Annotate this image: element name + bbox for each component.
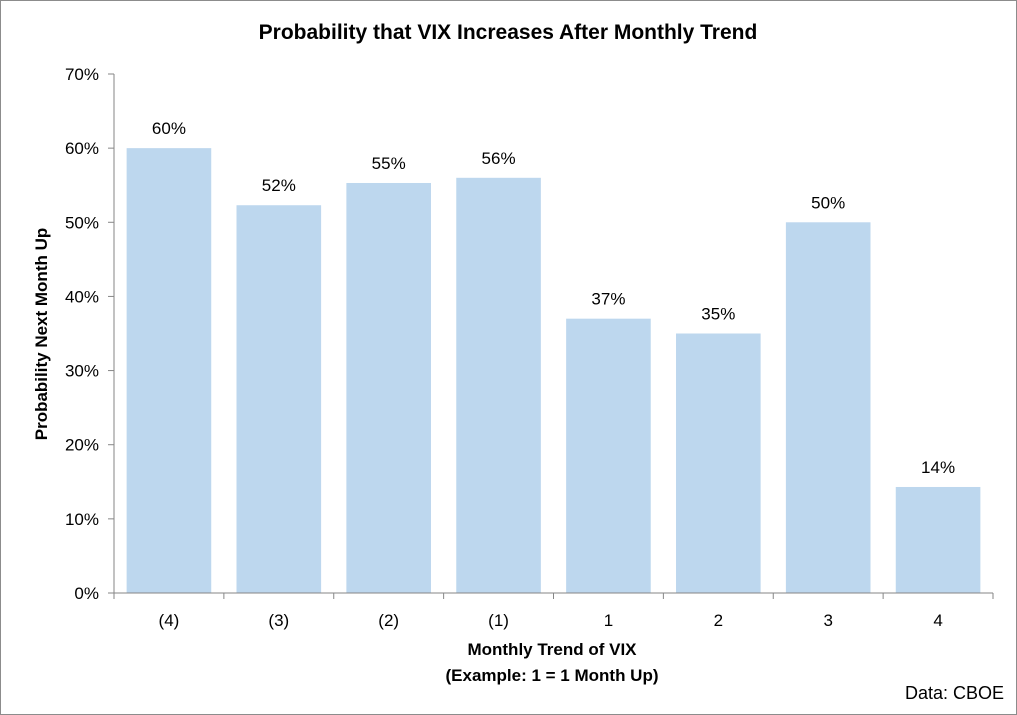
y-tick-label: 70% [65, 65, 99, 84]
x-axis-title-line2: (Example: 1 = 1 Month Up) [446, 666, 659, 685]
y-tick-label: 30% [65, 362, 99, 381]
bar [236, 205, 322, 594]
y-tick-label: 20% [65, 436, 99, 455]
data-label: 60% [152, 119, 186, 138]
chart-title: Probability that VIX Increases After Mon… [259, 21, 758, 44]
bar [676, 333, 761, 593]
data-label: 14% [921, 458, 955, 477]
y-tick-label: 50% [65, 213, 99, 232]
data-label: 52% [262, 176, 296, 195]
bar [566, 318, 651, 593]
x-tick-label: 2 [714, 611, 723, 630]
data-label: 37% [591, 290, 625, 309]
x-tick-label: (3) [268, 611, 289, 630]
bar [346, 182, 431, 594]
x-axis-title: Monthly Trend of VIX [467, 640, 637, 659]
y-tick-label: 10% [65, 510, 99, 529]
x-tick-label: 1 [604, 611, 613, 630]
bar [895, 486, 981, 593]
bar [785, 222, 871, 594]
y-tick-label: 60% [65, 139, 99, 158]
y-axis-title: Probability Next Month Up [32, 228, 51, 441]
x-axis: (4) (3) (2) (1) 1 2 3 4 [113, 592, 994, 630]
y-axis: 0% 10% 20% 30% 40% 50% 60% 70% [65, 65, 115, 603]
data-label: 55% [372, 154, 406, 173]
x-tick-label: (2) [378, 611, 399, 630]
bar [456, 177, 541, 594]
data-label: 56% [482, 149, 516, 168]
data-source-note: Data: CBOE [905, 683, 1004, 703]
bar [126, 148, 212, 593]
x-tick-label: (4) [159, 611, 180, 630]
data-label: 35% [701, 305, 735, 324]
data-labels: 60% 52% 55% 56% 37% 35% 50% 14% [152, 119, 955, 477]
data-label: 50% [811, 193, 845, 212]
x-tick-label: 3 [823, 611, 832, 630]
y-tick-label: 0% [74, 584, 99, 603]
y-tick-label: 40% [65, 287, 99, 306]
x-tick-label: 4 [933, 611, 942, 630]
x-tick-label: (1) [488, 611, 509, 630]
bar-series [126, 148, 981, 594]
